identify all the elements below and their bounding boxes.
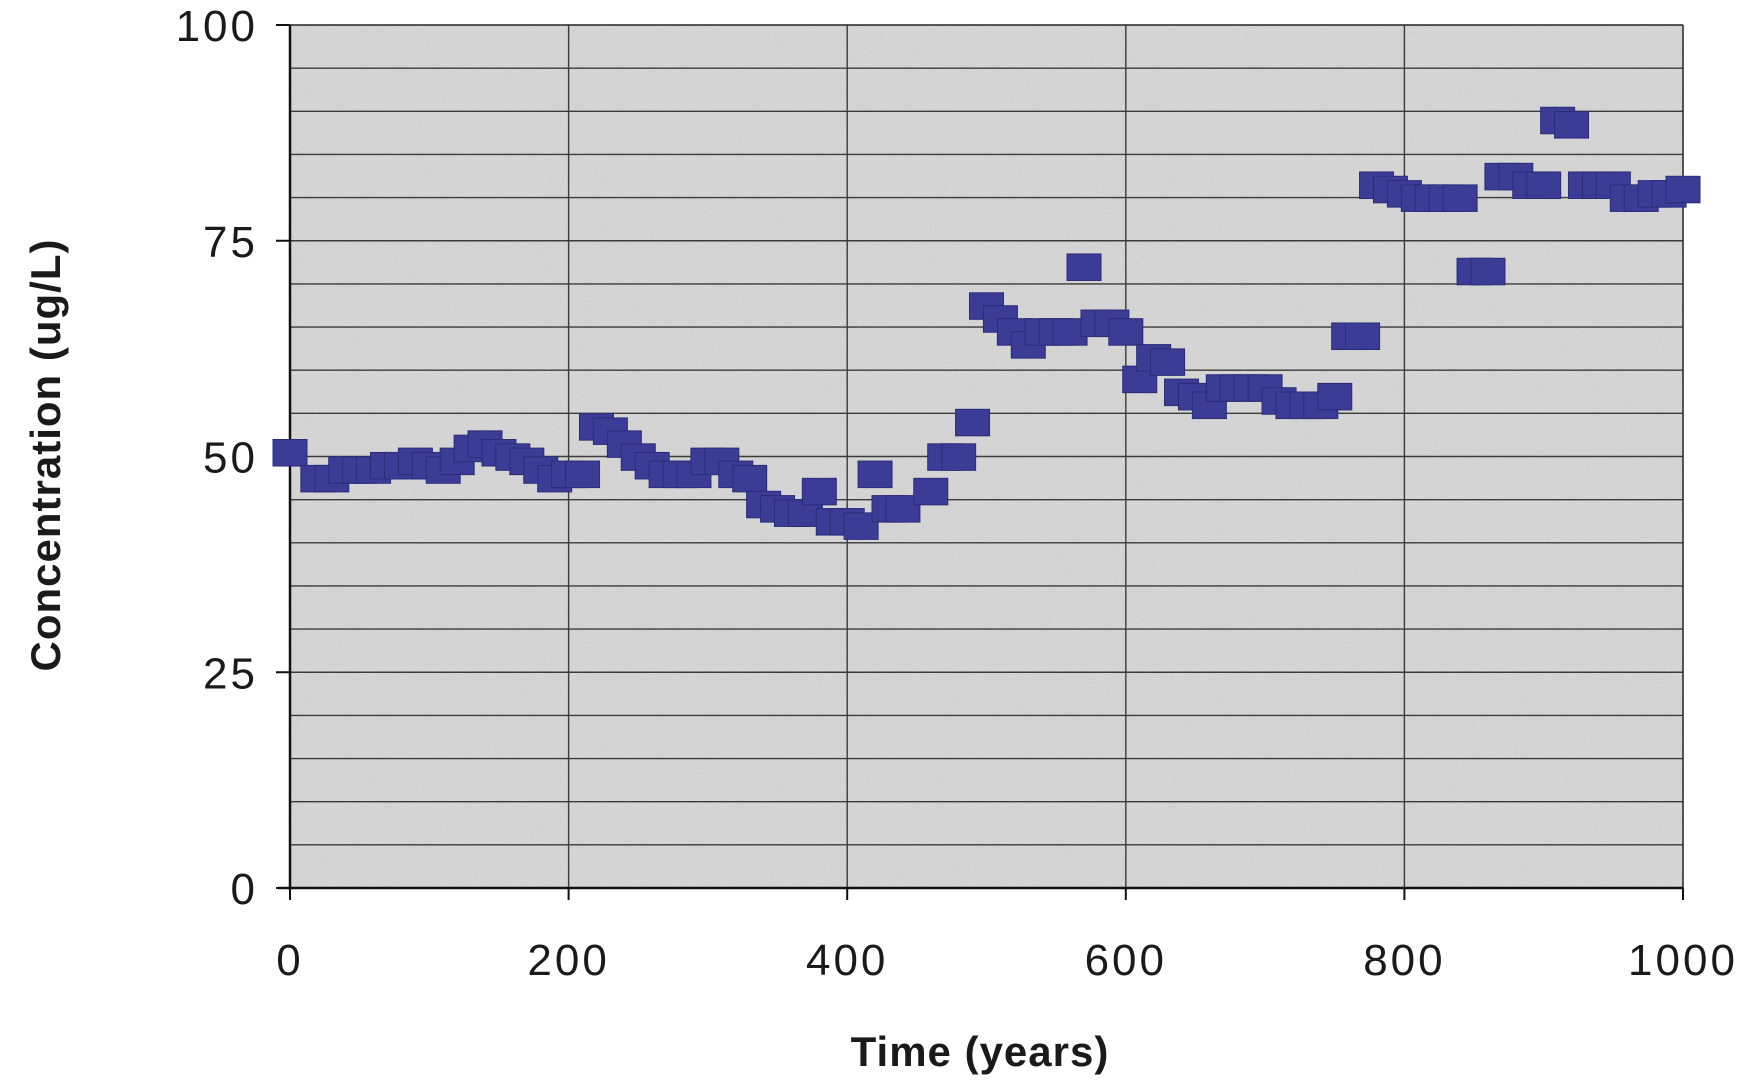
- data-points: [272, 106, 1701, 540]
- data-point: [1526, 171, 1562, 199]
- x-tick-label: 1000: [1628, 936, 1738, 985]
- x-tick-label: 0: [276, 936, 303, 985]
- data-point: [955, 408, 991, 437]
- data-point: [801, 477, 837, 506]
- x-axis-title: Time (years): [851, 1028, 1110, 1075]
- data-point: [857, 460, 893, 489]
- data-point: [272, 439, 308, 467]
- data-point: [732, 464, 768, 493]
- data-point: [1150, 348, 1186, 376]
- data-point: [1470, 257, 1506, 286]
- y-tick-label: 100: [176, 2, 258, 51]
- x-tick-labels: 0 200 400 600 800 1000: [276, 936, 1738, 985]
- data-point: [1554, 111, 1590, 139]
- data-point: [1066, 253, 1102, 281]
- data-point: [1108, 318, 1144, 346]
- data-point: [843, 512, 879, 540]
- data-point: [1665, 175, 1701, 204]
- data-point: [565, 460, 601, 489]
- data-point: [1317, 382, 1353, 411]
- y-tick-label: 75: [203, 218, 258, 267]
- x-tick-label: 200: [527, 936, 609, 985]
- y-axis-title: Concentration (ug/L): [22, 239, 69, 672]
- y-tick-labels: 0 25 50 75 100: [176, 2, 258, 914]
- data-point: [913, 477, 949, 506]
- x-tick-label: 600: [1085, 936, 1167, 985]
- y-tick-label: 25: [203, 649, 258, 698]
- x-tick-label: 800: [1363, 936, 1445, 985]
- x-tick-label: 400: [806, 936, 888, 985]
- y-tick-label: 50: [203, 434, 258, 483]
- data-point: [1442, 184, 1478, 212]
- data-point: [941, 443, 977, 471]
- y-tick-label: 0: [231, 865, 258, 914]
- data-point: [1345, 322, 1381, 351]
